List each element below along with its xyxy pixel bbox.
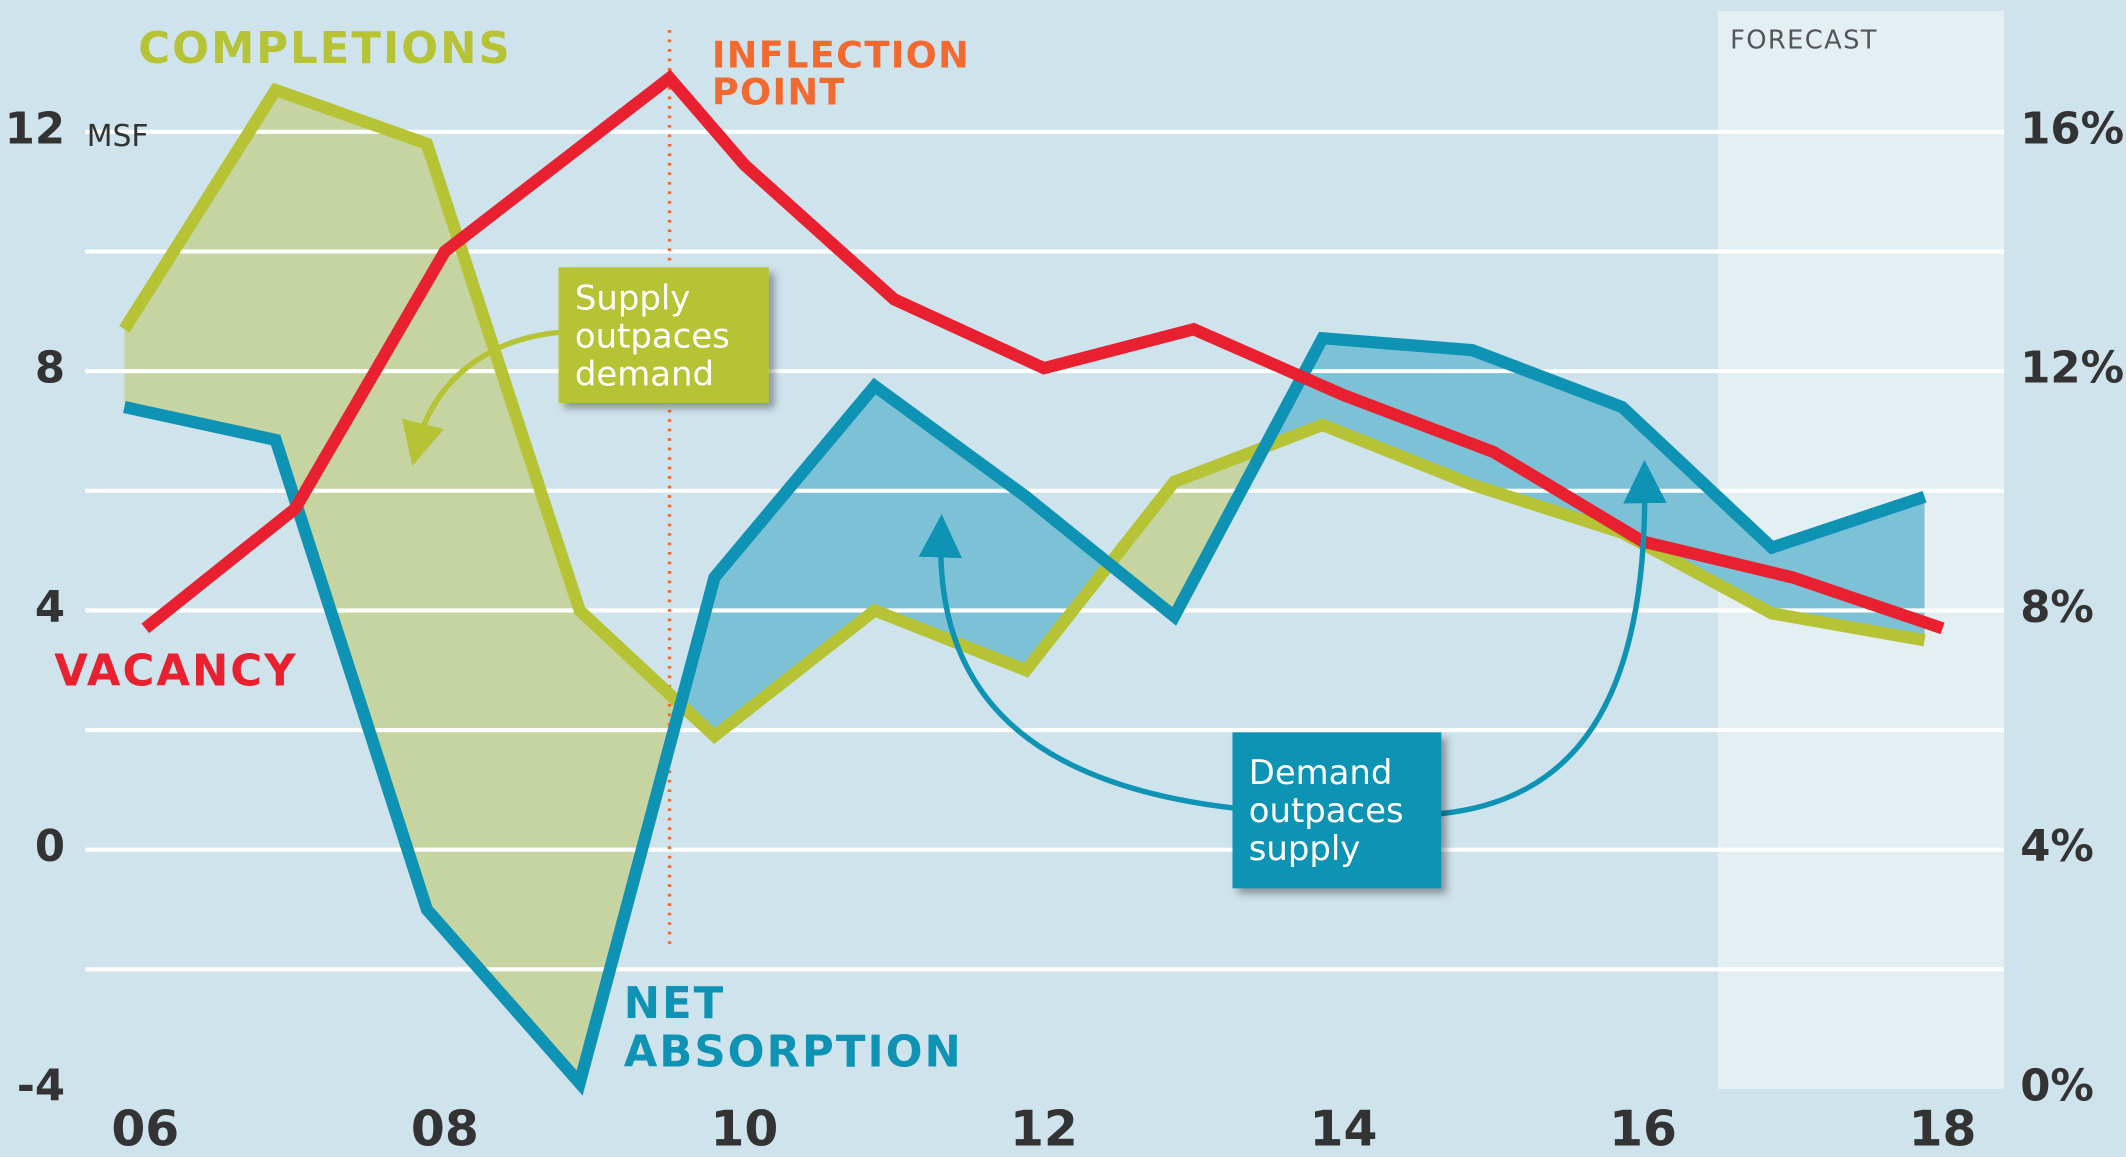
y2-tick-label: 4% bbox=[2020, 822, 2094, 872]
y-tick-label: 12 bbox=[5, 104, 65, 154]
x-tick-label: 16 bbox=[1609, 1100, 1677, 1157]
series-label: ABSORPTION bbox=[624, 1028, 963, 1078]
callout-text: outpaces bbox=[1249, 791, 1404, 830]
y2-tick-label: 16% bbox=[2020, 104, 2124, 154]
y2-tick-label: 8% bbox=[2020, 583, 2094, 633]
y-tick-label: 4 bbox=[35, 583, 65, 633]
x-tick-label: 12 bbox=[1010, 1100, 1078, 1157]
arrow bbox=[1439, 459, 1667, 817]
callout-text: demand bbox=[575, 354, 714, 393]
arrow bbox=[918, 514, 1237, 812]
callout-box bbox=[1232, 732, 1442, 889]
callout-text: supply bbox=[1249, 829, 1361, 868]
y-tick-label: 8 bbox=[35, 344, 65, 394]
y-unit: MSF bbox=[87, 119, 149, 154]
series-label: NET bbox=[624, 979, 726, 1029]
y2-tick-label: 0% bbox=[2020, 1061, 2094, 1111]
y-tick-label: 0 bbox=[35, 822, 65, 872]
x-tick-label: 14 bbox=[1310, 1100, 1378, 1157]
callout-text: Supply bbox=[575, 278, 690, 317]
x-tick-label: 06 bbox=[111, 1100, 179, 1157]
series-line bbox=[123, 331, 1927, 1096]
callout-box bbox=[558, 267, 769, 403]
callout-text: Demand bbox=[1249, 753, 1393, 792]
inflection-label: POINT bbox=[712, 70, 846, 113]
y-tick-label: -4 bbox=[17, 1061, 65, 1111]
x-tick-label: 18 bbox=[1909, 1100, 1977, 1157]
y2-tick-label: 12% bbox=[2020, 344, 2124, 394]
series-label: VACANCY bbox=[54, 647, 297, 697]
arrow bbox=[401, 329, 559, 466]
forecast-label: FORECAST bbox=[1730, 25, 1878, 55]
series-label: COMPLETIONS bbox=[138, 24, 511, 74]
inflection-label: INFLECTION bbox=[712, 34, 970, 77]
callout-text: outpaces bbox=[575, 316, 730, 355]
x-tick-label: 10 bbox=[710, 1100, 778, 1157]
x-tick-label: 08 bbox=[411, 1100, 479, 1157]
